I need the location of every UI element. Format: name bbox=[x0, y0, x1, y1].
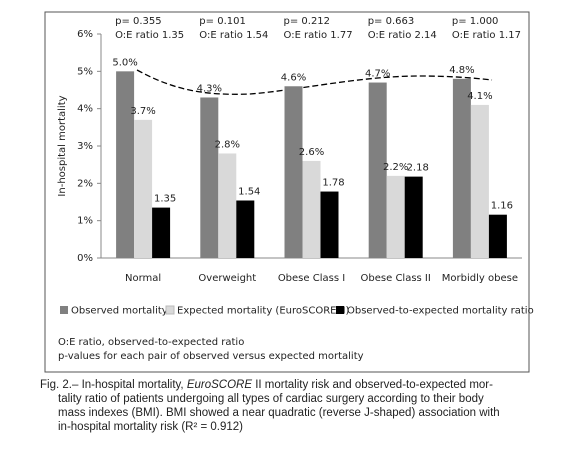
x-tick-label: Obese Class I bbox=[278, 273, 345, 284]
bar bbox=[302, 160, 321, 258]
y-tick-label: 5% bbox=[77, 66, 93, 77]
annotation: O:E ratio 1.35 bbox=[115, 30, 184, 41]
x-tick-label: Morbidly obese bbox=[442, 273, 518, 284]
legend-label: Observed-to-expected mortality ratio bbox=[347, 306, 534, 317]
caption-text: EuroSCORE bbox=[186, 379, 252, 391]
annotation: O:E ratio 1.54 bbox=[199, 30, 268, 41]
chart: In-hospital mortality O:E ratio, observe… bbox=[44, 11, 534, 373]
annotation: O:E ratio 2.14 bbox=[368, 30, 437, 41]
y-tick-label: 0% bbox=[77, 253, 93, 264]
legend-label: Observed mortality bbox=[71, 306, 168, 317]
legend-swatch bbox=[165, 305, 175, 315]
caption-label: Fig. 2.– bbox=[40, 379, 79, 391]
data-label: 2.18 bbox=[407, 163, 429, 174]
bar bbox=[200, 97, 219, 258]
bar bbox=[488, 214, 507, 258]
data-label: 4.8% bbox=[449, 65, 474, 76]
data-label: 4.1% bbox=[467, 91, 492, 102]
bar bbox=[320, 191, 339, 258]
bar bbox=[218, 153, 237, 258]
data-label: 2.6% bbox=[299, 147, 324, 158]
annotation: O:E ratio 1.17 bbox=[452, 30, 521, 41]
bar bbox=[404, 176, 423, 258]
trend-line bbox=[136, 69, 493, 95]
x-tick-label: Overweight bbox=[198, 273, 256, 284]
caption-text: II mortality risk and observed-to-expect… bbox=[252, 379, 493, 391]
data-label: 3.7% bbox=[130, 106, 155, 117]
legend-swatch bbox=[60, 306, 68, 314]
bar bbox=[386, 175, 405, 258]
data-label: 1.35 bbox=[154, 194, 176, 205]
x-tick-label: Obese Class II bbox=[361, 273, 431, 284]
y-tick-label: 4% bbox=[77, 104, 93, 115]
legend-swatch bbox=[336, 306, 344, 314]
note: O:E ratio, observed-to-expected ratio bbox=[58, 337, 244, 348]
y-tick-label: 3% bbox=[77, 141, 93, 152]
caption: Fig. 2.– In-hospital mortality, EuroSCOR… bbox=[40, 378, 570, 434]
annotation: O:E ratio 1.77 bbox=[284, 30, 353, 41]
y-tick-label: 6% bbox=[77, 29, 93, 40]
legend-label: Expected mortality (EuroSCORE II) bbox=[177, 306, 350, 317]
annotation: p= 0.663 bbox=[368, 16, 415, 27]
y-axis-label: In-hospital mortality bbox=[57, 95, 68, 196]
bar bbox=[134, 119, 153, 258]
bar bbox=[284, 86, 303, 259]
annotation: p= 0.212 bbox=[284, 16, 331, 27]
y-tick-label: 1% bbox=[77, 216, 93, 227]
x-tick-label: Normal bbox=[125, 273, 161, 284]
data-label: 1.54 bbox=[238, 187, 260, 198]
bar bbox=[452, 78, 471, 258]
data-label: 2.8% bbox=[215, 139, 240, 150]
caption-text: in-hospital mortality risk (R² = 0.912) bbox=[58, 421, 244, 433]
annotation: p= 0.101 bbox=[199, 16, 246, 27]
data-label: 1.16 bbox=[491, 201, 513, 212]
caption-text: mass indexes (BMI). BMI showed a near qu… bbox=[58, 407, 500, 419]
caption-text: In-hospital mortality, bbox=[81, 379, 187, 391]
bar bbox=[152, 207, 171, 258]
annotation: p= 0.355 bbox=[115, 16, 162, 27]
caption-text: tality ratio of patients undergoing all … bbox=[58, 393, 484, 405]
bar bbox=[236, 200, 255, 258]
data-label: 2.2% bbox=[383, 162, 408, 173]
data-label: 4.3% bbox=[197, 83, 222, 94]
frame bbox=[44, 11, 530, 373]
data-label: 5.0% bbox=[112, 57, 137, 68]
data-label: 1.78 bbox=[322, 178, 344, 189]
bar bbox=[116, 71, 135, 258]
bar bbox=[368, 82, 387, 259]
bar bbox=[470, 104, 489, 258]
annotation: p= 1.000 bbox=[452, 16, 499, 27]
note: p-values for each pair of observed versu… bbox=[58, 351, 364, 362]
data-label: 4.6% bbox=[281, 72, 306, 83]
data-label: 4.7% bbox=[365, 69, 390, 80]
y-tick-label: 2% bbox=[77, 178, 93, 189]
